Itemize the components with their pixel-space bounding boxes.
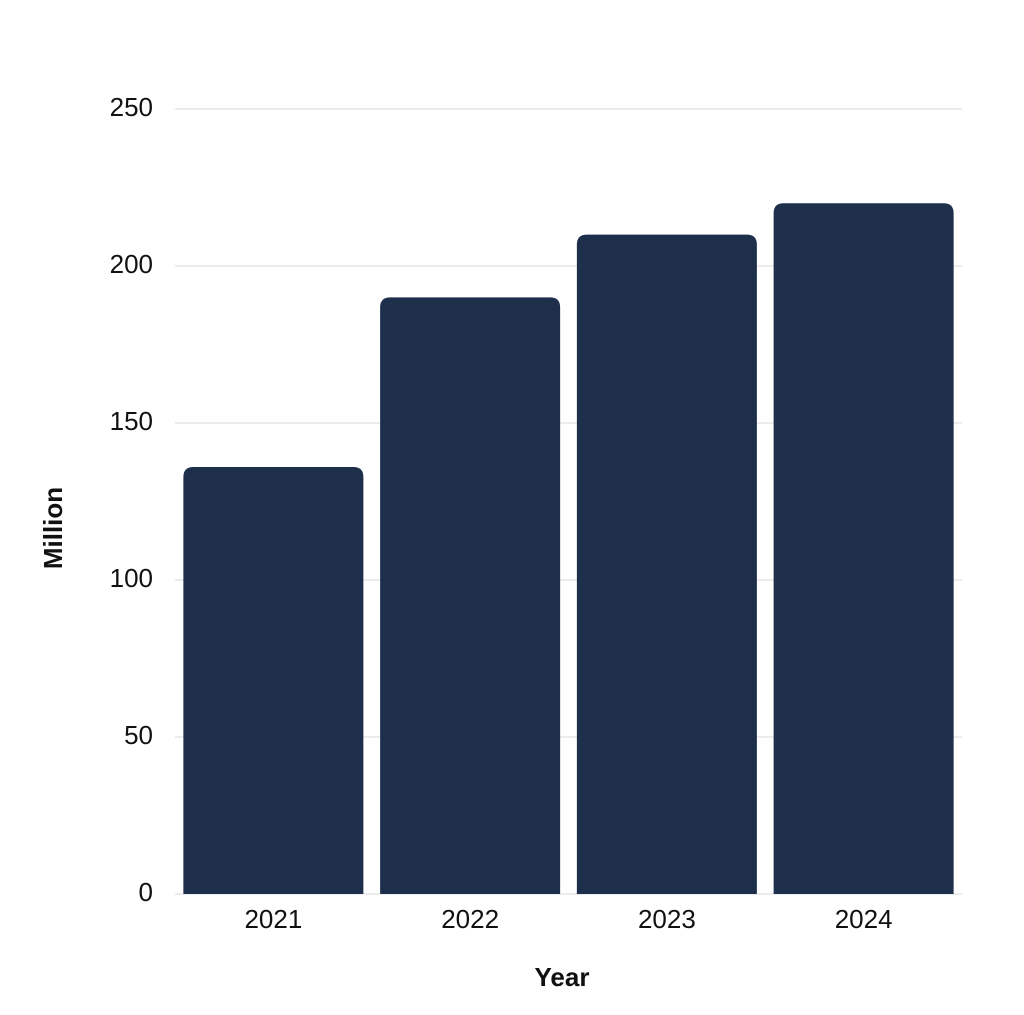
- bar: [183, 466, 364, 894]
- y-axis-title: Million: [38, 487, 68, 569]
- x-tick-label: 2021: [244, 904, 302, 934]
- bar: [380, 297, 561, 894]
- y-tick-label: 250: [110, 92, 153, 122]
- x-tick-label: 2022: [441, 904, 499, 934]
- y-tick-label: 200: [110, 249, 153, 279]
- bar: [773, 203, 954, 894]
- y-tick-label: 50: [124, 720, 153, 750]
- x-axis-title: Year: [535, 962, 590, 992]
- y-tick-label: 150: [110, 406, 153, 436]
- y-tick-label: 0: [139, 877, 153, 907]
- y-tick-label: 100: [110, 563, 153, 593]
- bar: [576, 234, 757, 895]
- x-tick-label: 2023: [638, 904, 696, 934]
- x-tick-label: 2024: [835, 904, 893, 934]
